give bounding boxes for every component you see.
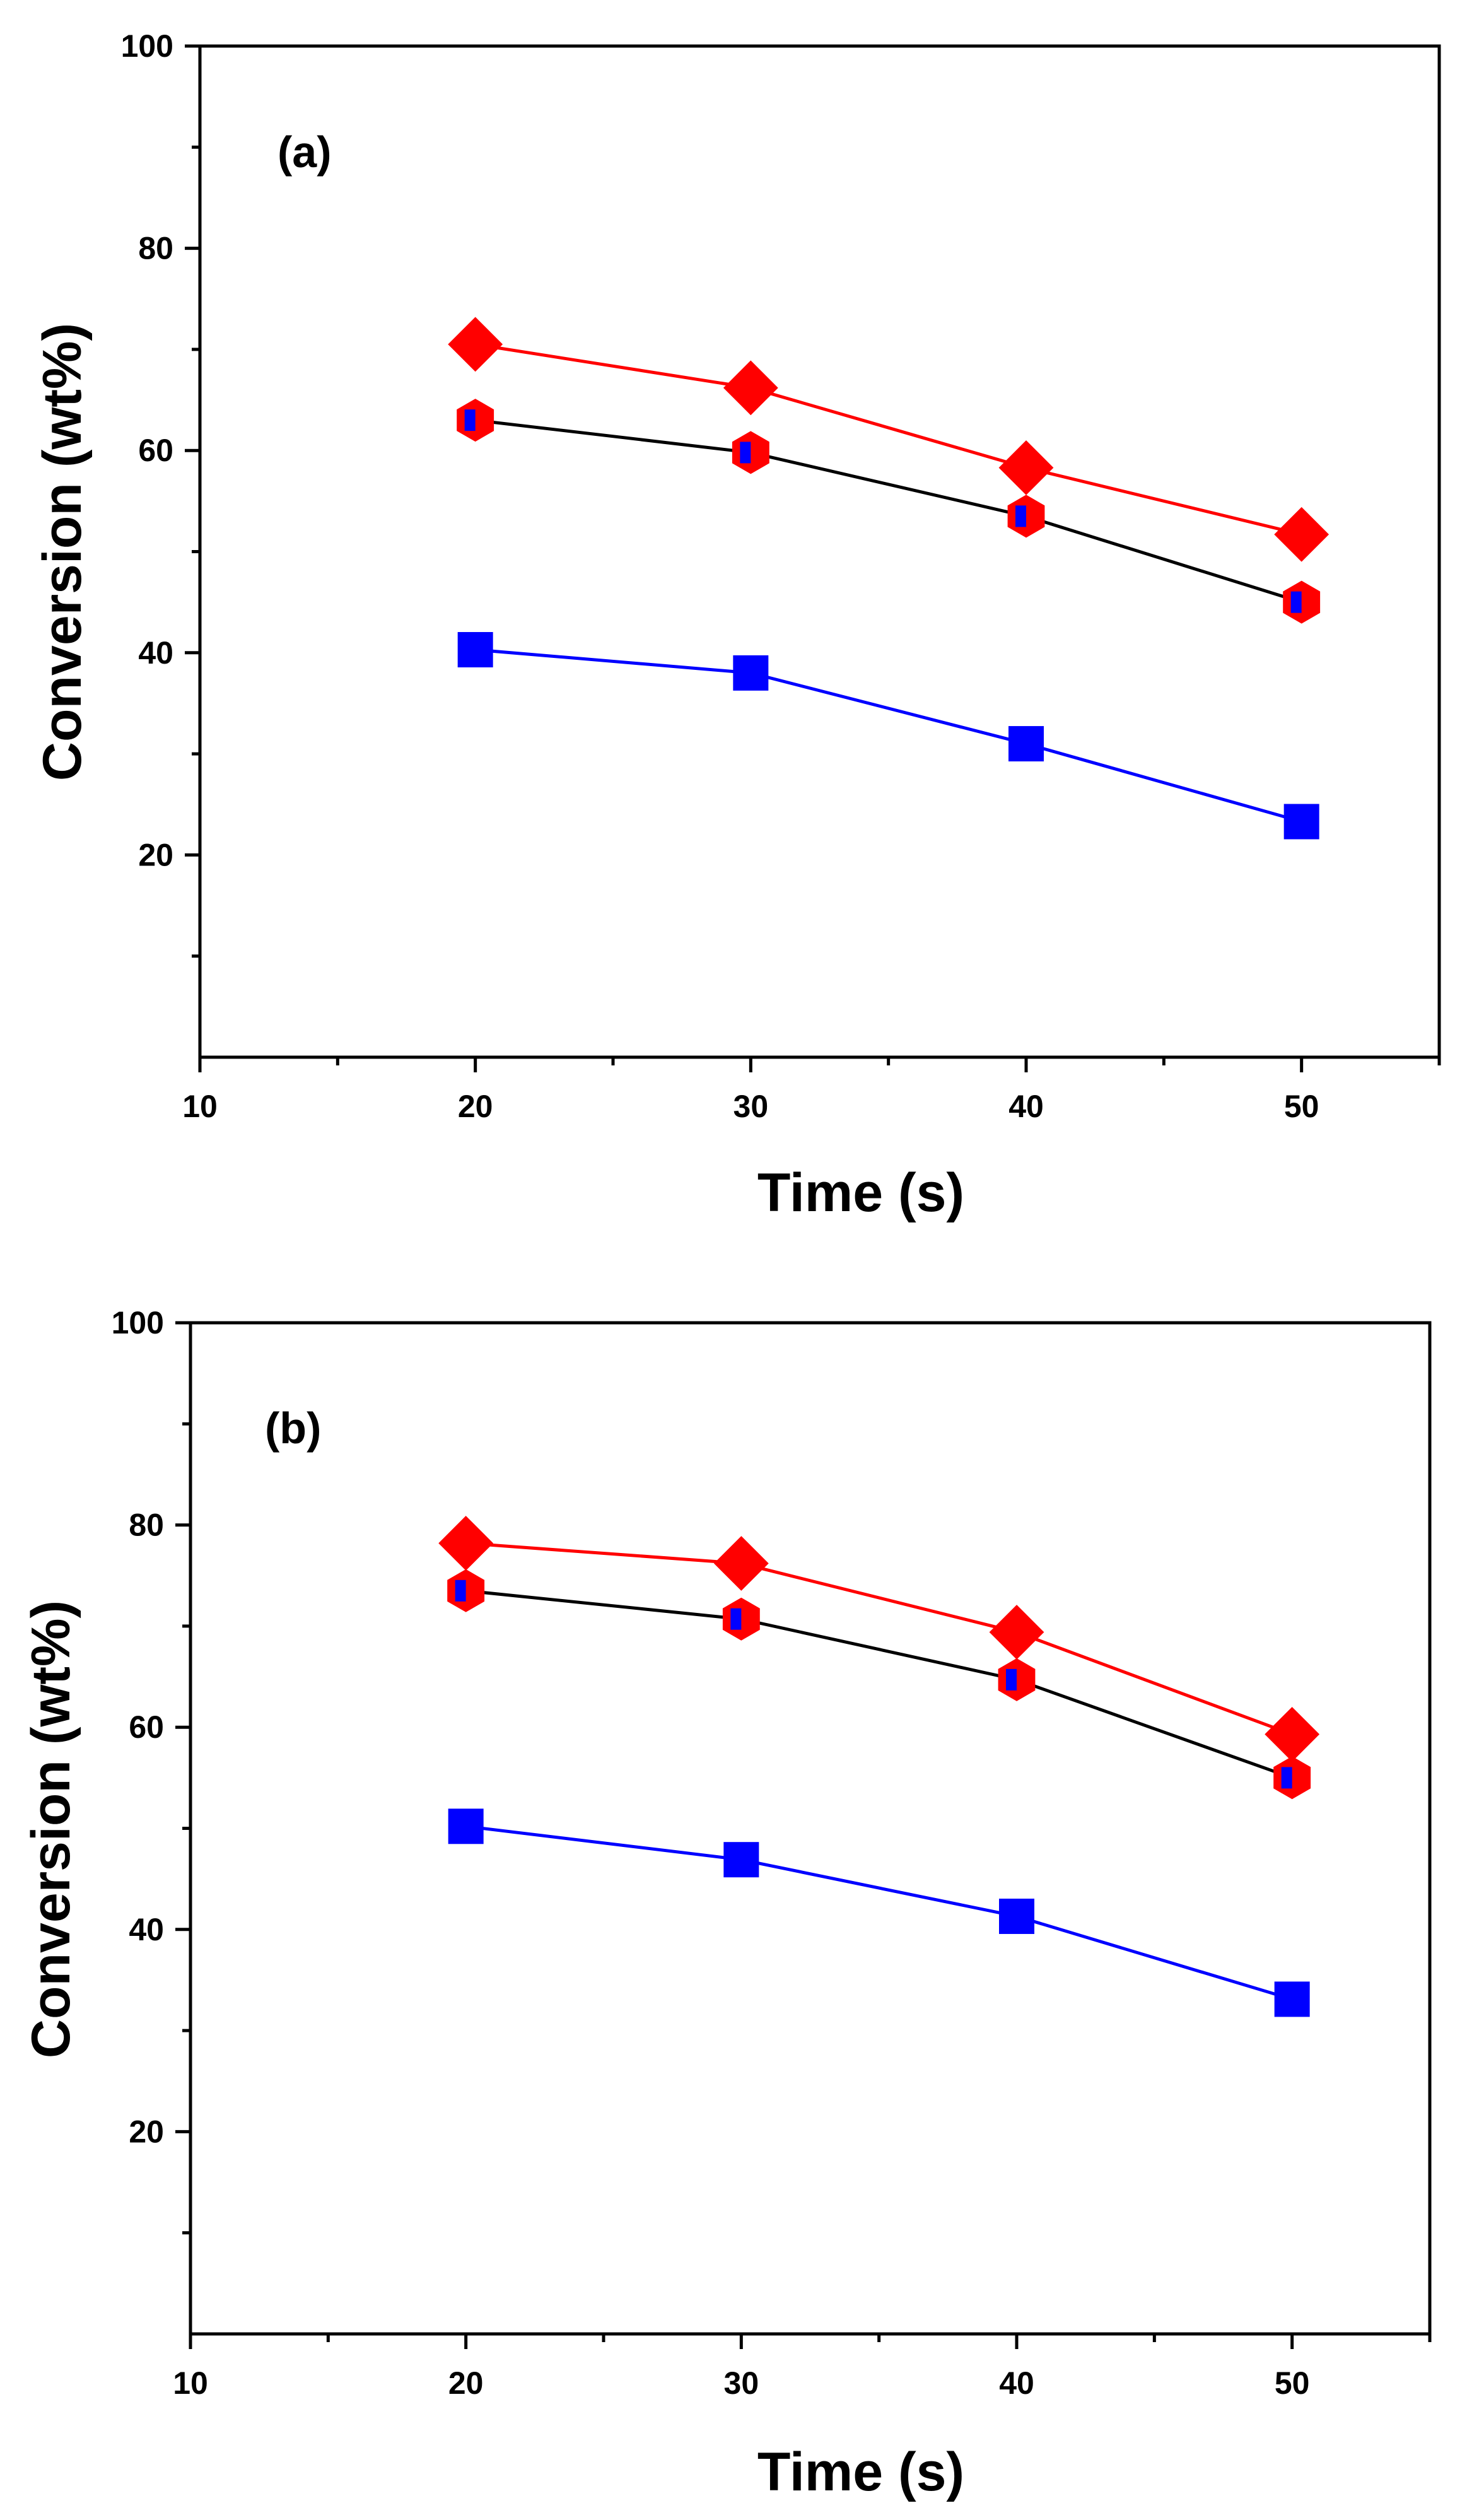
series-group-b [438, 1516, 1320, 2017]
x-tick-label: 40 [999, 2365, 1034, 2401]
data-point-half-filled-hexagon [1273, 1756, 1311, 1800]
data-point-blue-square [457, 631, 493, 667]
series-line-red-diamond [465, 1541, 1293, 1736]
data-point-red-diamond [438, 1516, 494, 1571]
data-point-blue-square [723, 1842, 759, 1878]
y-tick-label: 20 [129, 2114, 164, 2149]
data-point-blue-square [733, 655, 769, 691]
data-point-red-diamond [989, 1605, 1044, 1660]
data-point-red-diamond [1265, 1707, 1320, 1762]
x-tick-label: 30 [724, 2365, 759, 2401]
x-tick-label: 50 [1284, 1089, 1319, 1124]
x-axis-title-b: Time (s) [757, 2442, 964, 2502]
data-point-half-filled-hexagon [722, 1597, 760, 1641]
series-line-blue-square [475, 648, 1302, 823]
axis-ticks-b: 10 20 30 40 50 20 40 60 80 100 [112, 1305, 1432, 2401]
y-tick-label: 80 [129, 1508, 164, 1543]
series-line-half-filled-hexagon [475, 418, 1302, 604]
series-line-red-diamond [475, 343, 1302, 536]
data-point-blue-square [1283, 804, 1319, 840]
chart-panel-a: 10 20 30 40 50 20 40 60 80 100 (a) Time (s) Conve… [32, 28, 1441, 1223]
data-point-half-filled-hexagon [1007, 495, 1045, 538]
y-tick-label: 80 [138, 231, 173, 266]
y-tick-label: 100 [121, 28, 173, 64]
y-tick-label: 60 [129, 1709, 164, 1745]
plot-frame-b [189, 1321, 1432, 2336]
data-point-blue-square [999, 1898, 1034, 1934]
y-tick-label: 20 [138, 837, 173, 872]
x-tick-label: 10 [182, 1089, 218, 1124]
x-tick-label: 40 [1008, 1089, 1044, 1124]
data-point-red-diamond [723, 360, 778, 416]
x-tick-label: 30 [734, 1089, 769, 1124]
panel-label-b: (b) [265, 1404, 321, 1453]
x-tick-label: 10 [173, 2365, 208, 2401]
y-axis-title-a: Conversion (wt%) [32, 323, 93, 781]
data-point-half-filled-hexagon [732, 431, 769, 474]
y-axis-title-b: Conversion (wt%) [21, 1600, 81, 2058]
plot-frame-a [198, 44, 1441, 1059]
panel-label-a: (a) [278, 127, 332, 177]
y-tick-label: 100 [112, 1305, 164, 1340]
series-line-half-filled-hexagon [465, 1589, 1293, 1779]
x-tick-label: 50 [1275, 2365, 1310, 2401]
data-point-half-filled-hexagon [998, 1658, 1036, 1701]
data-point-half-filled-hexagon [1283, 580, 1321, 624]
chart-panel-b: 10 20 30 40 50 20 40 60 80 100 (b) Time (s) Conve… [21, 1305, 1432, 2502]
x-tick-label: 20 [458, 1089, 493, 1124]
x-tick-label: 20 [448, 2365, 484, 2401]
series-line-blue-square [465, 1824, 1293, 2001]
data-point-red-diamond [998, 440, 1054, 495]
data-point-half-filled-hexagon [457, 399, 494, 442]
y-tick-label: 40 [129, 1912, 164, 1947]
y-tick-label: 40 [138, 635, 173, 671]
data-point-blue-square [1008, 726, 1044, 762]
y-tick-label: 60 [138, 433, 173, 468]
data-point-blue-square [1274, 1981, 1310, 2017]
data-point-red-diamond [448, 317, 503, 372]
x-axis-title-a: Time (s) [757, 1163, 964, 1223]
series-group-a [448, 317, 1330, 840]
data-point-blue-square [448, 1808, 484, 1844]
axis-ticks-a: 10 20 30 40 50 20 40 60 80 100 [121, 28, 1441, 1124]
data-point-red-diamond [1274, 507, 1330, 562]
data-point-half-filled-hexagon [447, 1569, 485, 1612]
data-point-red-diamond [713, 1536, 769, 1591]
